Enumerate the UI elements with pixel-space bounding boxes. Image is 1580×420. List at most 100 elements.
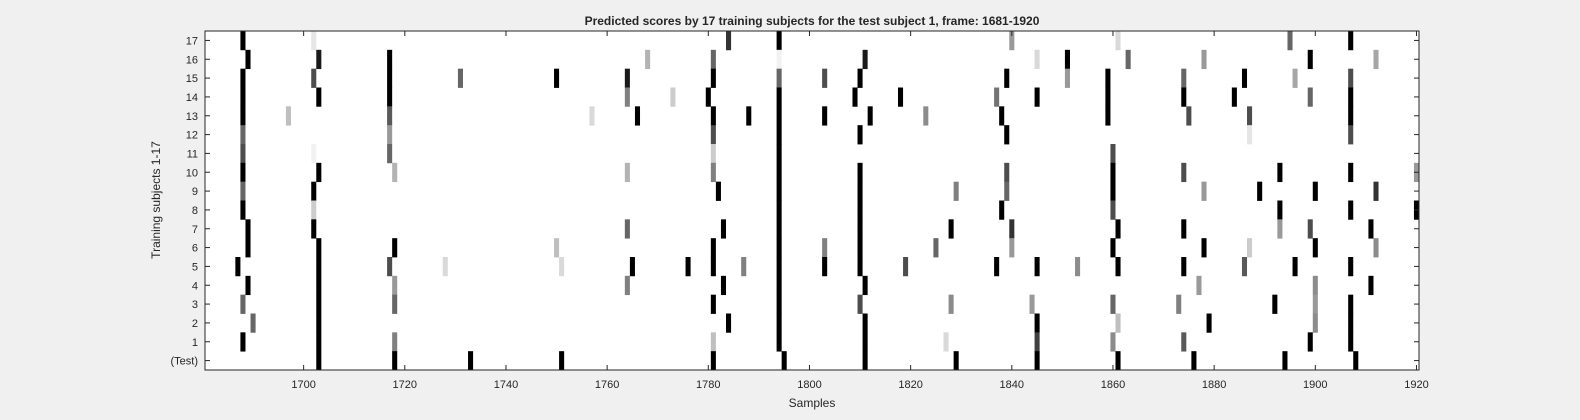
heatmap-cell	[776, 275, 782, 296]
heatmap-cell	[715, 181, 721, 201]
heatmap-cell	[1312, 313, 1318, 333]
heatmap-cell	[240, 332, 246, 352]
heatmap-cell	[392, 294, 398, 314]
y-tick-label: 6	[192, 243, 198, 255]
heatmap-cell	[392, 238, 398, 258]
heatmap-cell	[822, 238, 828, 258]
heatmap-cell	[1368, 275, 1374, 296]
heatmap-cell	[1348, 68, 1354, 88]
heatmap-cell	[316, 238, 322, 258]
heatmap-cell	[1181, 219, 1187, 239]
heatmap-cell	[776, 200, 782, 220]
heatmap-cell	[629, 257, 635, 277]
x-tick-label: 1840	[1000, 379, 1024, 391]
heatmap-cell	[1034, 332, 1040, 352]
heatmap-cell	[1373, 181, 1379, 201]
heatmap-cell	[857, 219, 863, 239]
heatmap-cell	[387, 144, 393, 164]
heatmap-cell	[387, 87, 393, 107]
heatmap-cell	[999, 106, 1005, 126]
y-tick-label: 15	[186, 73, 198, 85]
heatmap-cell	[1247, 125, 1253, 145]
heatmap-cell	[710, 144, 716, 164]
heatmap-cell	[776, 87, 782, 107]
heatmap-cell	[822, 106, 828, 126]
heatmap-cell	[311, 68, 317, 88]
heatmap-cells	[235, 31, 1419, 371]
heatmap-cell	[1307, 87, 1313, 107]
heatmap-cell	[245, 219, 251, 239]
heatmap-cell	[240, 68, 246, 88]
heatmap-cell	[311, 200, 317, 220]
heatmap-cell	[948, 294, 954, 314]
heatmap-cell	[1348, 162, 1354, 183]
heatmap-cell	[1110, 200, 1116, 220]
heatmap-cell	[240, 181, 246, 201]
x-tick-label: 1820	[898, 379, 922, 391]
heatmap-cell	[994, 257, 1000, 277]
heatmap-cell	[1115, 219, 1121, 239]
heatmap-cell	[862, 275, 868, 296]
heatmap-cell	[1110, 238, 1116, 258]
heatmap-cell	[1029, 294, 1035, 314]
heatmap-cell	[1247, 238, 1253, 258]
heatmap-cell	[1181, 332, 1187, 352]
heatmap-cell	[1348, 332, 1354, 352]
heatmap-cell	[316, 275, 322, 296]
heatmap-cell	[387, 49, 393, 70]
heatmap-cell	[776, 294, 782, 314]
heatmap-cell	[1282, 351, 1288, 371]
y-tick-label: 11	[187, 148, 198, 160]
y-tick-label: 1	[192, 337, 198, 349]
heatmap-cell	[1110, 144, 1116, 164]
heatmap-cell	[857, 68, 863, 88]
heatmap-cell	[720, 275, 727, 296]
heatmap-cell	[1125, 49, 1131, 70]
heatmap-cell	[235, 257, 241, 277]
heatmap-cell	[776, 106, 782, 126]
heatmap-cell	[1186, 106, 1192, 126]
heatmap-cell	[1312, 275, 1318, 296]
heatmap-cell	[245, 49, 251, 70]
heatmap-cell	[726, 31, 732, 51]
heatmap-cell	[316, 313, 322, 333]
y-tick-label: 9	[192, 186, 198, 198]
heatmap-cell	[867, 106, 873, 126]
heatmap-cell	[776, 313, 782, 333]
heatmap-cell	[1307, 332, 1313, 352]
heatmap-cell	[1064, 49, 1070, 70]
heatmap-cell	[776, 49, 782, 70]
heatmap-cell	[857, 294, 863, 314]
heatmap-cell	[710, 68, 716, 88]
heatmap-cell	[903, 257, 909, 277]
heatmap-cell	[1105, 68, 1111, 88]
heatmap-cell	[1348, 125, 1354, 145]
y-tick-label: 3	[192, 299, 198, 311]
heatmap-cell	[645, 49, 651, 70]
x-tick-label: 1900	[1303, 379, 1327, 391]
heatmap-cell	[776, 125, 782, 145]
heatmap-cell	[1348, 31, 1354, 51]
heatmap-cell	[1110, 181, 1116, 201]
heatmap-cell	[240, 162, 246, 183]
heatmap-cell	[923, 106, 929, 126]
heatmap-cell	[1004, 68, 1010, 88]
plot-background	[205, 31, 1419, 370]
heatmap-cell	[392, 351, 398, 371]
heatmap-cell	[1105, 106, 1111, 126]
heatmap-cell	[442, 257, 448, 277]
heatmap-cell	[554, 238, 560, 258]
heatmap-cell	[710, 162, 716, 183]
y-tick-label: 10	[186, 167, 198, 179]
heatmap-cell	[1034, 257, 1040, 277]
heatmap-cell	[240, 125, 246, 145]
heatmap-cell	[1201, 49, 1207, 70]
heatmap-cell	[1241, 68, 1248, 88]
heatmap-cell	[1272, 294, 1278, 314]
heatmap-cell	[852, 87, 858, 107]
heatmap-cell	[392, 275, 398, 296]
heatmap-cell	[776, 238, 782, 258]
x-tick-label: 1760	[595, 379, 619, 391]
heatmap-cell	[387, 125, 393, 145]
heatmap-cell	[857, 200, 863, 220]
